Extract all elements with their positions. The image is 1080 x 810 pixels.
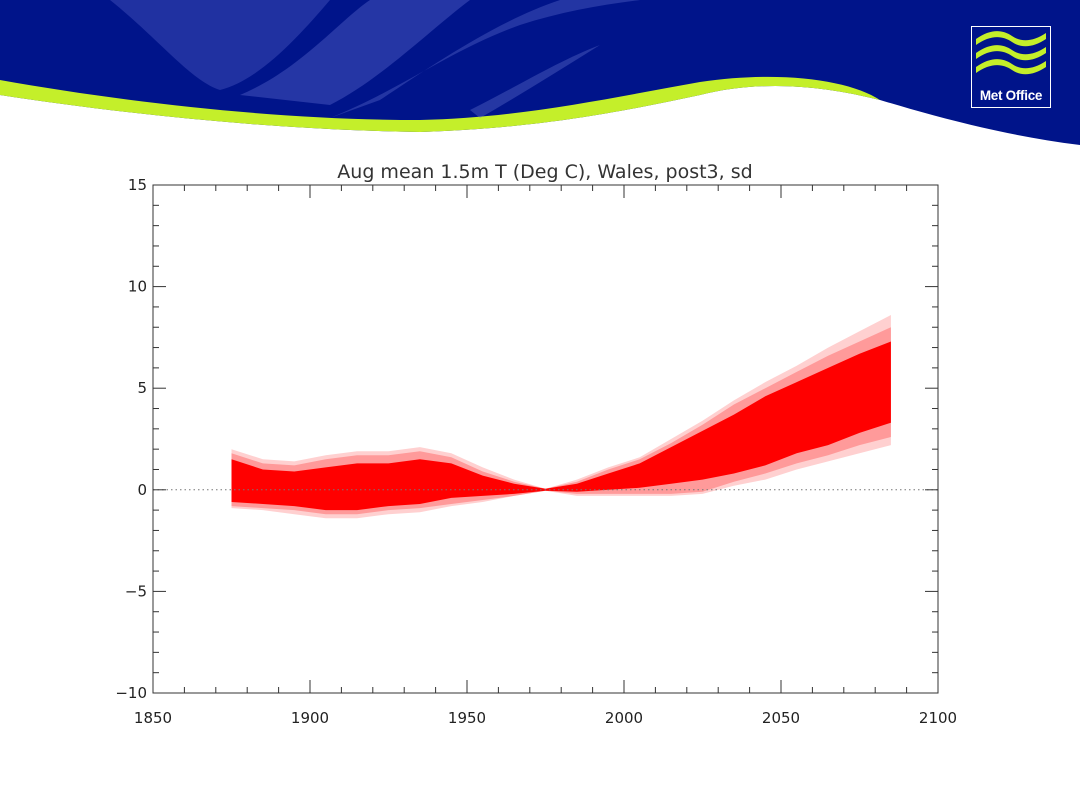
axis-ticks [152,184,939,694]
x-tick-label: 2050 [762,709,800,727]
chart-title: Aug mean 1.5m T (Deg C), Wales, post3, s… [337,161,752,183]
y-tick-label: 10 [128,278,147,296]
x-tick-label: 2000 [605,709,643,727]
x-tick-label: 1950 [448,709,486,727]
y-tick-label: 5 [137,379,147,397]
y-tick-label: 15 [128,176,147,194]
x-tick-label: 1850 [134,709,172,727]
y-tick-label: −5 [125,582,147,600]
y-tick-label: 0 [137,481,147,499]
temperature-chart: Aug mean 1.5m T (Deg C), Wales, post3, s… [115,161,957,727]
met-office-banner [0,0,1080,160]
band-2 [231,341,891,511]
axis-tick-labels: 15 10 5 0 −5 −10 1850 1900 1950 2000 2050 2100 [115,176,957,727]
x-tick-label: 2100 [919,709,957,727]
wave-icon [976,31,1046,75]
logo-text: Met Office [979,88,1043,103]
x-tick-label: 1900 [291,709,329,727]
y-tick-label: −10 [115,684,147,702]
met-office-logo: Met Office [971,26,1051,108]
plot-frame [152,184,939,694]
uncertainty-bands [231,315,891,519]
